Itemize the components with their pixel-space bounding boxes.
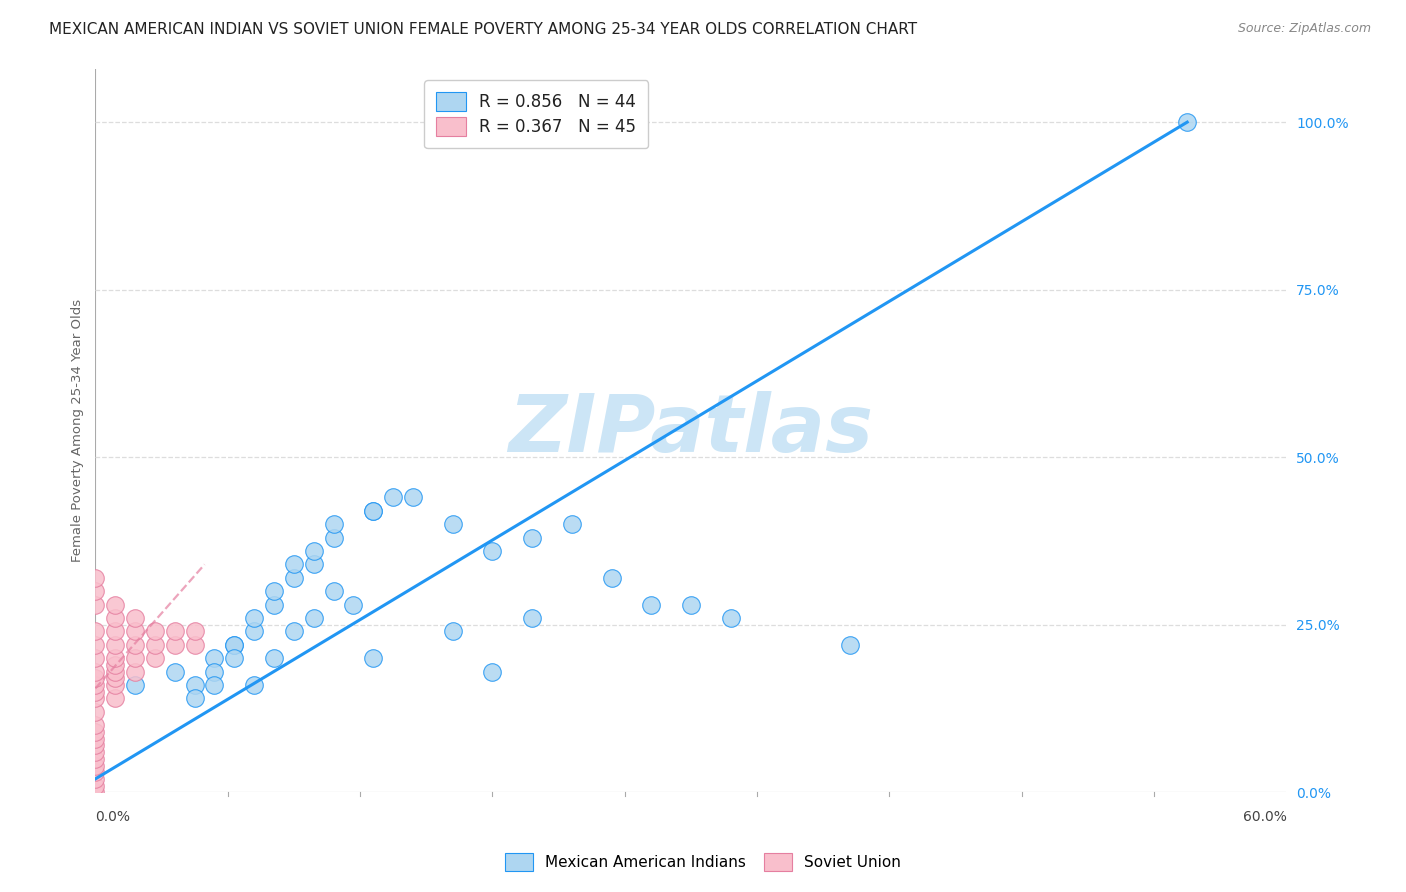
Point bbox=[104, 678, 127, 692]
Point bbox=[84, 718, 107, 732]
Point bbox=[104, 657, 127, 672]
Point bbox=[163, 624, 186, 639]
Point bbox=[838, 638, 860, 652]
Point bbox=[224, 638, 246, 652]
Point bbox=[84, 705, 107, 719]
Point bbox=[481, 665, 503, 679]
Legend: R = 0.856   N = 44, R = 0.367   N = 45: R = 0.856 N = 44, R = 0.367 N = 45 bbox=[425, 80, 648, 148]
Point bbox=[720, 611, 742, 625]
Point bbox=[402, 491, 425, 505]
Point bbox=[342, 598, 364, 612]
Point bbox=[263, 584, 285, 599]
Point bbox=[322, 584, 344, 599]
Legend: Mexican American Indians, Soviet Union: Mexican American Indians, Soviet Union bbox=[499, 847, 907, 877]
Point bbox=[302, 611, 325, 625]
Point bbox=[84, 725, 107, 739]
Point bbox=[124, 638, 146, 652]
Point bbox=[302, 544, 325, 558]
Point bbox=[283, 624, 305, 639]
Point bbox=[84, 752, 107, 766]
Point bbox=[382, 491, 405, 505]
Text: 0.0%: 0.0% bbox=[96, 811, 131, 824]
Point bbox=[84, 758, 107, 772]
Point bbox=[224, 651, 246, 665]
Point bbox=[84, 672, 107, 686]
Point bbox=[183, 678, 205, 692]
Point bbox=[302, 558, 325, 572]
Point bbox=[520, 531, 543, 545]
Point bbox=[104, 638, 127, 652]
Point bbox=[243, 624, 266, 639]
Point bbox=[104, 672, 127, 686]
Text: Source: ZipAtlas.com: Source: ZipAtlas.com bbox=[1237, 22, 1371, 36]
Point bbox=[104, 611, 127, 625]
Point bbox=[143, 624, 166, 639]
Point bbox=[600, 571, 623, 585]
Point bbox=[361, 504, 384, 518]
Point bbox=[84, 739, 107, 753]
Point bbox=[84, 624, 107, 639]
Point bbox=[361, 651, 384, 665]
Point bbox=[163, 665, 186, 679]
Point bbox=[1175, 115, 1198, 129]
Point bbox=[124, 665, 146, 679]
Point bbox=[481, 544, 503, 558]
Point bbox=[84, 785, 107, 799]
Point bbox=[183, 624, 205, 639]
Point bbox=[84, 678, 107, 692]
Point bbox=[520, 611, 543, 625]
Point bbox=[561, 517, 583, 532]
Point bbox=[84, 685, 107, 699]
Point bbox=[84, 665, 107, 679]
Point bbox=[124, 624, 146, 639]
Text: ZIPatlas: ZIPatlas bbox=[509, 392, 873, 469]
Point bbox=[84, 772, 107, 786]
Point bbox=[361, 504, 384, 518]
Text: 60.0%: 60.0% bbox=[1243, 811, 1286, 824]
Point bbox=[183, 691, 205, 706]
Point bbox=[84, 765, 107, 780]
Point bbox=[263, 598, 285, 612]
Point bbox=[84, 598, 107, 612]
Point bbox=[263, 651, 285, 665]
Point bbox=[322, 531, 344, 545]
Point bbox=[441, 624, 464, 639]
Point bbox=[679, 598, 702, 612]
Point bbox=[204, 665, 226, 679]
Point bbox=[124, 611, 146, 625]
Point bbox=[124, 678, 146, 692]
Point bbox=[104, 624, 127, 639]
Y-axis label: Female Poverty Among 25-34 Year Olds: Female Poverty Among 25-34 Year Olds bbox=[72, 299, 84, 562]
Point bbox=[104, 665, 127, 679]
Point bbox=[322, 517, 344, 532]
Point bbox=[84, 779, 107, 793]
Point bbox=[84, 571, 107, 585]
Point bbox=[163, 638, 186, 652]
Point bbox=[243, 611, 266, 625]
Point bbox=[84, 731, 107, 746]
Point bbox=[143, 638, 166, 652]
Point bbox=[204, 678, 226, 692]
Point bbox=[183, 638, 205, 652]
Point bbox=[84, 691, 107, 706]
Point bbox=[104, 651, 127, 665]
Point bbox=[441, 517, 464, 532]
Point bbox=[84, 745, 107, 759]
Point bbox=[104, 598, 127, 612]
Point bbox=[243, 678, 266, 692]
Point bbox=[84, 638, 107, 652]
Point bbox=[124, 651, 146, 665]
Point bbox=[104, 691, 127, 706]
Point bbox=[84, 651, 107, 665]
Point bbox=[204, 651, 226, 665]
Point bbox=[224, 638, 246, 652]
Point bbox=[84, 584, 107, 599]
Point bbox=[283, 571, 305, 585]
Text: MEXICAN AMERICAN INDIAN VS SOVIET UNION FEMALE POVERTY AMONG 25-34 YEAR OLDS COR: MEXICAN AMERICAN INDIAN VS SOVIET UNION … bbox=[49, 22, 917, 37]
Point bbox=[640, 598, 662, 612]
Point bbox=[283, 558, 305, 572]
Point bbox=[143, 651, 166, 665]
